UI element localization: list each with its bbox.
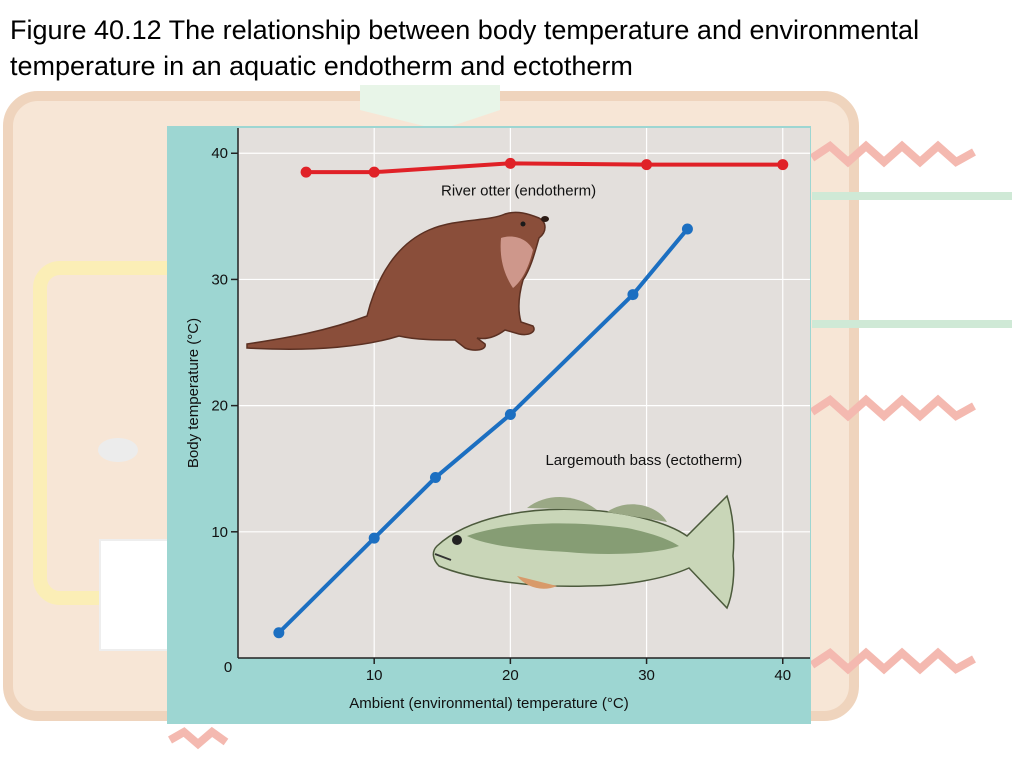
y-tick-label: 40 <box>211 145 228 162</box>
data-point <box>429 472 441 484</box>
y-axis-label: Body temperature (°C) <box>185 318 202 468</box>
y-tick-label: 30 <box>211 271 228 288</box>
data-point <box>627 289 639 301</box>
y-tick-label: 20 <box>211 398 228 415</box>
x-axis-label: Ambient (environmental) temperature (°C) <box>349 695 628 712</box>
x-tick-label: 10 <box>366 667 383 684</box>
x-tick-label: 40 <box>774 667 791 684</box>
data-point <box>777 159 789 171</box>
series-layer: River otter (endotherm) Largemouth bass (… <box>273 157 789 639</box>
data-point <box>641 159 653 171</box>
figure-panel: 10 20 30 40 10 20 30 40 River otter (endotherm)… <box>167 126 811 724</box>
data-point <box>504 408 516 420</box>
y-tick-label: 10 <box>211 524 228 541</box>
data-point <box>681 223 693 235</box>
series-label: Largemouth bass (ectotherm) <box>545 452 742 469</box>
origin-tick-label: 0 <box>224 659 232 676</box>
slide-title: Figure 40.12 The relationship between bo… <box>10 15 920 81</box>
line-chart: 10 20 30 40 10 20 30 40 River otter (endotherm)… <box>185 128 810 712</box>
data-point <box>504 157 516 169</box>
otter-illustration <box>246 211 549 351</box>
series-line <box>277 227 689 635</box>
data-point <box>368 166 380 178</box>
axes: 10 20 30 40 10 20 30 40 <box>211 128 810 684</box>
series-label: River otter (endotherm) <box>441 182 596 199</box>
data-point <box>300 166 312 178</box>
x-tick-label: 30 <box>638 667 655 684</box>
bass-illustration <box>432 494 735 610</box>
data-point <box>273 627 285 639</box>
data-point <box>368 532 380 544</box>
x-tick-label: 20 <box>502 667 519 684</box>
